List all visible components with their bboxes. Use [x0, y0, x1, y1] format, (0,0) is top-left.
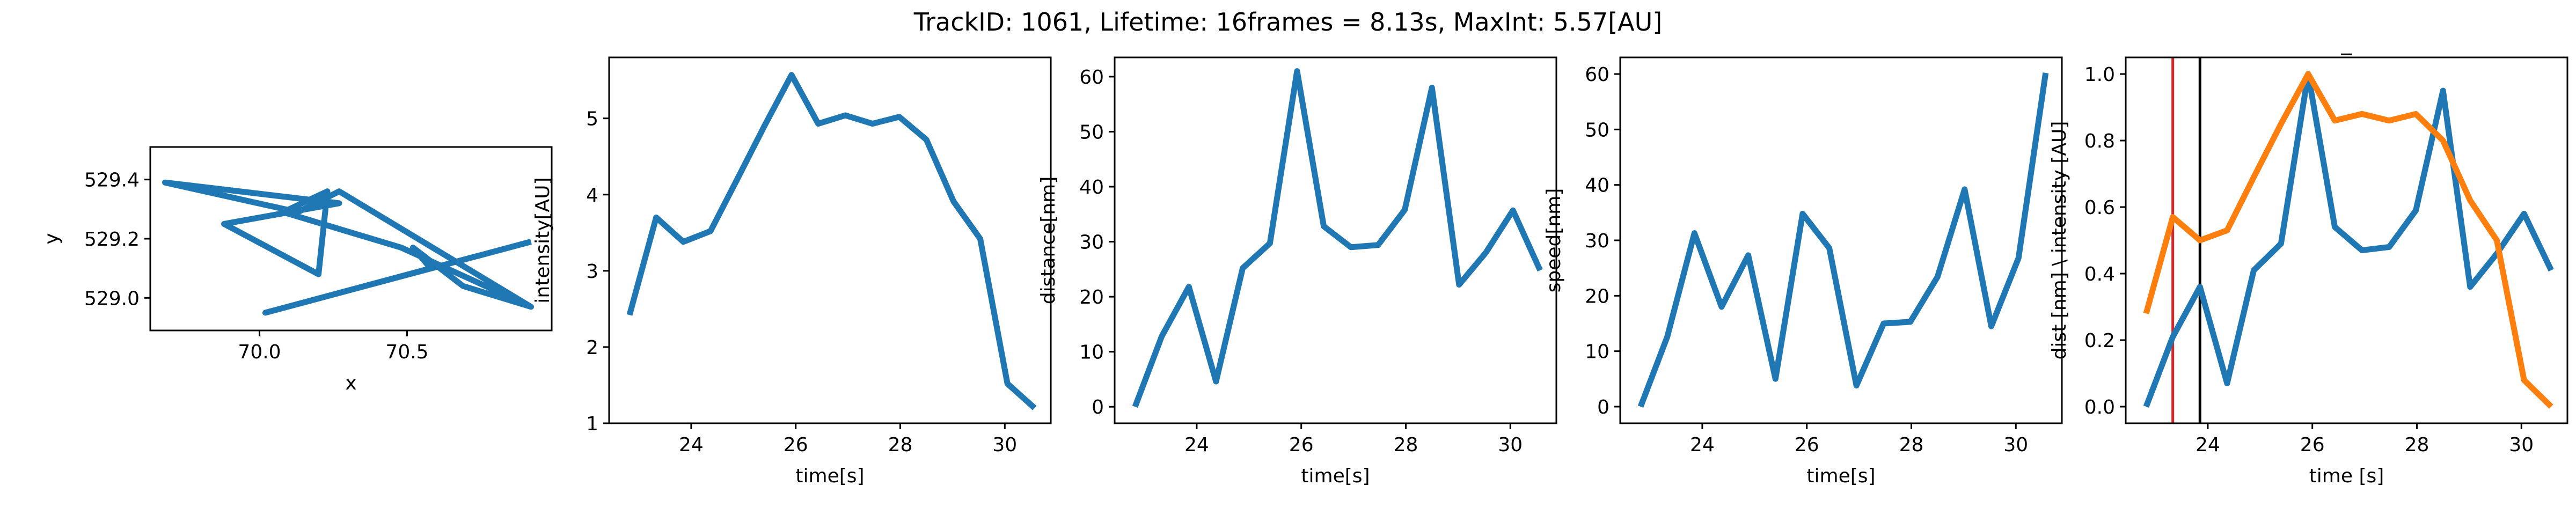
panel-distance: 24 26 28 30 0 10 20 30 40 50 60 time[s] distance[nm]: [1037, 56, 1557, 487]
figure-title: TrackID: 1061, Lifetime: 16frames = 8.13…: [913, 8, 1663, 36]
x-axis-label: x: [345, 372, 356, 394]
y-tick-label: 60: [1585, 64, 1609, 86]
y-tick-label: 2: [586, 337, 598, 359]
y-tick-label: 0.0: [2084, 396, 2115, 418]
series-line-normalized-0: [2143, 71, 2554, 408]
panel-speed: 24 26 28 30 0 10 20 30 40 50 60 time[s] speed[nm]: [1543, 56, 2063, 487]
x-tick-label: 24: [679, 434, 704, 456]
axes-frame-distance: [1114, 56, 1557, 424]
x-tick-label: 30: [992, 434, 1017, 456]
series-line-intensity-0: [626, 72, 1037, 410]
axes-frame-intensity: [608, 56, 1052, 424]
y-tick-label: 40: [1585, 175, 1609, 197]
x-tick-label: 28: [1394, 434, 1418, 456]
y-tick-label: 30: [1079, 232, 1104, 254]
x-tick-label: 28: [888, 434, 913, 456]
y-tick-label: 50: [1079, 121, 1104, 143]
y-tick-label: 20: [1585, 285, 1609, 307]
y-tick-label: 30: [1585, 230, 1609, 252]
x-tick-label: 70.5: [385, 341, 428, 363]
y-tick-label: 529.0: [84, 288, 140, 310]
panel-intensity: 24 26 28 30 1 2 3 4 5 time[s] intensity[AU]: [532, 56, 1052, 487]
x-axis-label: time[s]: [1301, 465, 1370, 487]
y-tick-label: 0: [1597, 396, 1609, 418]
series-line-distance-0: [1132, 68, 1543, 408]
x-tick-label: 30: [2509, 434, 2534, 456]
y-axis-label: dist [nm] \ intensity [AU]: [2048, 121, 2070, 360]
x-tick-label: 28: [1899, 434, 1924, 456]
x-tick-label: 30: [2003, 434, 2028, 456]
y-tick-label: 10: [1585, 341, 1609, 363]
x-tick-label: 30: [1498, 434, 1523, 456]
x-axis-label: time[s]: [1806, 465, 1875, 487]
x-tick-label: 26: [784, 434, 808, 456]
y-tick-label: 1.0: [2084, 64, 2115, 86]
y-tick-label: 3: [586, 261, 598, 283]
y-axis-label: intensity[AU]: [532, 177, 554, 303]
x-tick-label: 26: [2300, 434, 2325, 456]
x-tick-label: 70.0: [238, 341, 281, 363]
panel-trajectory: 70.0 70.5 529.0 529.2 529.4 x y: [41, 146, 553, 394]
series-line-normalized-1: [2143, 71, 2553, 409]
panel-normalized: 24 26 28 30 0.0 0.2 0.4 0.6 0.8 1.0 time [s] dist […: [2048, 31, 2568, 487]
y-tick-label: 529.4: [84, 170, 140, 192]
panels-group: 70.0 70.5 529.0 529.2 529.4 x y 24 26 28 30 1 2 3 4 5 ti…: [41, 31, 2568, 487]
y-tick-label: 4: [586, 185, 598, 207]
x-tick-label: 24: [1690, 434, 1715, 456]
x-axis-label: time[s]: [795, 465, 864, 487]
x-tick-label: 26: [1795, 434, 1819, 456]
y-tick-label: 5: [586, 108, 598, 130]
y-axis-label: y: [41, 233, 63, 244]
y-tick-label: 0.2: [2084, 330, 2115, 352]
x-axis-label: time [s]: [2309, 465, 2384, 487]
x-tick-label: 28: [2405, 434, 2429, 456]
y-tick-label: 0.4: [2084, 263, 2115, 285]
y-tick-label: 1: [586, 413, 598, 435]
y-tick-label: 20: [1079, 286, 1104, 308]
x-tick-label: 24: [2196, 434, 2220, 456]
series-line-trajectory-0: [162, 179, 534, 316]
y-tick-label: 0.6: [2084, 197, 2115, 219]
y-tick-label: 10: [1079, 342, 1104, 364]
series-line-speed-0: [1637, 72, 2049, 408]
y-tick-label: 40: [1079, 176, 1104, 198]
y-tick-label: 50: [1585, 119, 1609, 141]
y-axis-label: distance[nm]: [1037, 176, 1059, 305]
x-tick-label: 26: [1289, 434, 1314, 456]
y-tick-label: 0.8: [2084, 130, 2115, 152]
x-tick-label: 24: [1184, 434, 1209, 456]
y-axis-label: speed[nm]: [1543, 188, 1565, 293]
axes-frame-normalized: [2125, 56, 2568, 424]
panel-title: _: [2341, 31, 2353, 55]
y-tick-label: 529.2: [84, 229, 140, 251]
y-tick-label: 0: [1092, 396, 1104, 418]
y-tick-label: 60: [1079, 67, 1104, 89]
